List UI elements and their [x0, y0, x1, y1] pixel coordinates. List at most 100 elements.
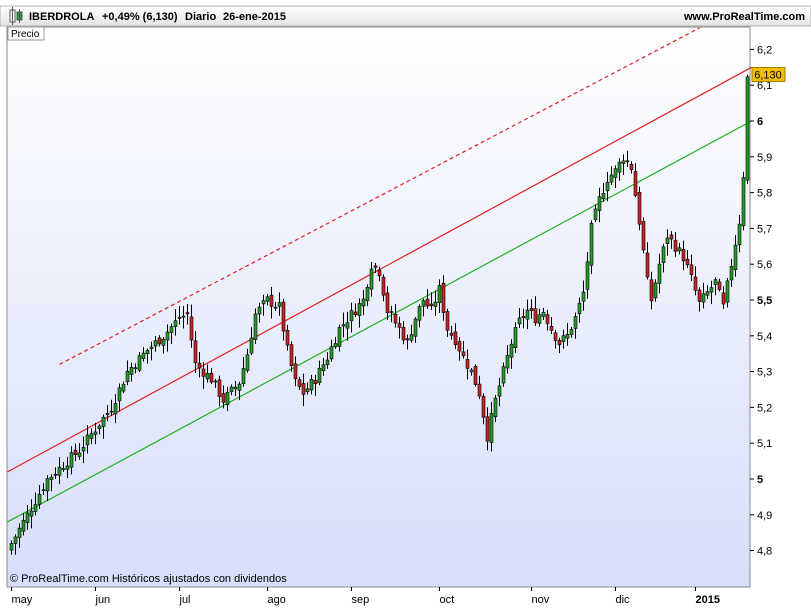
- candle: [709, 280, 714, 305]
- y-tick-label: 6,1: [757, 80, 772, 92]
- candle: [677, 242, 682, 255]
- candle: [429, 292, 434, 310]
- candle: [653, 279, 658, 302]
- candle: [693, 266, 698, 296]
- candle: [665, 229, 670, 256]
- candle: [9, 540, 14, 555]
- candle: [121, 381, 126, 394]
- candle: [241, 357, 246, 387]
- candle: [489, 402, 494, 452]
- footer-note: © ProRealTime.com Históricos ajustados c…: [10, 573, 287, 585]
- candle: [637, 186, 642, 231]
- candle: [57, 457, 62, 485]
- candle: [529, 299, 534, 319]
- y-tick-label: 5,1: [757, 438, 772, 450]
- header-date: 26-ene-2015: [223, 11, 286, 23]
- candle: [701, 283, 706, 309]
- candle: [137, 352, 142, 373]
- candle: [281, 298, 286, 341]
- candle: [61, 461, 66, 472]
- candle: [661, 243, 666, 273]
- candle: [173, 309, 178, 336]
- candle: [493, 394, 498, 423]
- candle: [181, 305, 186, 329]
- candle: [369, 261, 374, 297]
- candle: [509, 339, 514, 369]
- candle: [385, 286, 390, 321]
- candle: [485, 407, 490, 451]
- candle: [549, 317, 554, 335]
- candle: [497, 377, 502, 407]
- panel-label: Precio: [7, 26, 45, 41]
- candle: [461, 341, 466, 359]
- candle: [357, 298, 362, 328]
- candle: [441, 275, 446, 321]
- candle: [621, 154, 626, 175]
- x-tick-label: may: [12, 594, 33, 606]
- candle: [413, 317, 418, 343]
- candle: [53, 467, 58, 479]
- candle: [577, 297, 582, 323]
- candle: [745, 74, 750, 185]
- channel-upper-dashed-line: [59, 27, 700, 365]
- y-tick-label: 5,3: [757, 367, 772, 379]
- candle: [657, 253, 662, 294]
- candle: [337, 324, 342, 352]
- candle: [401, 321, 406, 345]
- candle: [209, 368, 214, 385]
- candle: [705, 284, 710, 300]
- candle: [305, 382, 310, 395]
- candle: [481, 393, 486, 425]
- candle: [593, 204, 598, 223]
- candle: [625, 150, 630, 168]
- candle: [553, 329, 558, 349]
- candle: [589, 220, 594, 274]
- candle: [25, 505, 30, 530]
- candle: [617, 158, 622, 181]
- candle: [237, 381, 242, 401]
- support-line: [7, 120, 752, 523]
- candle: [17, 523, 22, 548]
- y-tick-label: 5,2: [757, 402, 772, 414]
- candle: [613, 165, 618, 189]
- candle: [289, 341, 294, 372]
- candle: [425, 289, 430, 309]
- candle: [265, 294, 270, 306]
- candle: [285, 324, 290, 351]
- header-bar: IBERDROLA +0,49% (6,130) Diario 26-ene-2…: [0, 5, 811, 27]
- candle: [37, 485, 42, 509]
- candle: [317, 360, 322, 386]
- candle: [377, 266, 382, 282]
- symbol-icon: [9, 7, 23, 25]
- candle: [605, 171, 610, 202]
- candle: [125, 360, 130, 386]
- candle: [697, 287, 702, 312]
- candle: [513, 322, 518, 353]
- header-period: Diario: [185, 11, 216, 23]
- candle: [189, 304, 194, 348]
- candle: [505, 345, 510, 374]
- candle: [353, 303, 358, 318]
- candle: [245, 348, 250, 373]
- candle: [201, 362, 206, 389]
- candle: [645, 242, 650, 280]
- candle: [277, 292, 282, 316]
- candle: [85, 425, 90, 454]
- candle: [585, 252, 590, 299]
- candle: [229, 384, 234, 396]
- candle: [473, 364, 478, 387]
- candle: [177, 305, 182, 325]
- candle: [293, 356, 298, 387]
- candle: [445, 308, 450, 337]
- candle: [449, 325, 454, 340]
- candle: [689, 254, 694, 281]
- candle: [273, 301, 278, 311]
- candles: [9, 74, 750, 555]
- candle: [717, 278, 722, 292]
- candle: [365, 284, 370, 307]
- candle: [541, 307, 546, 321]
- candle: [205, 364, 210, 383]
- candle: [117, 383, 122, 412]
- candle: [557, 337, 562, 354]
